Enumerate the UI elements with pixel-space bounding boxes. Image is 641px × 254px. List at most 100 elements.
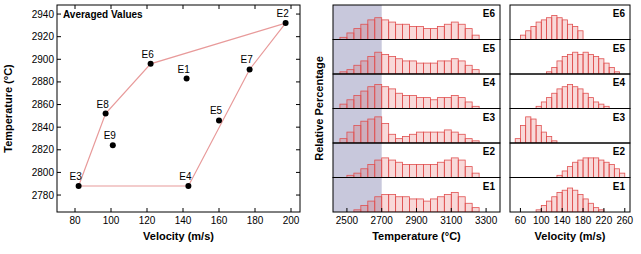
hist-bar [557,61,562,74]
hist-bar [465,167,472,178]
hist-bar [472,173,479,177]
hist-bar [541,132,546,143]
hist-bar [458,134,465,143]
hist-bar [382,54,389,74]
x-tick-label: 120 [139,215,156,226]
hist-bar [368,164,375,177]
hist-bar [573,52,578,74]
x-axis-title: Velocity (m/s) [143,230,214,242]
x-tick [520,208,521,212]
y-tick [296,81,300,82]
bars [547,52,620,74]
hist-bar [375,117,382,143]
histogram-panel: E6E5E4E3E2E125002700290031003300Temperat… [313,5,500,242]
bars [515,117,557,143]
y-tick [296,14,300,15]
hist-bar [403,61,410,74]
y-tick [296,127,300,128]
hist-bar [403,164,410,177]
hist-bar [599,104,604,108]
hist-bar [465,203,472,212]
row-frame [510,40,630,75]
hist-bar [599,160,604,177]
hist-bar [368,57,375,74]
hist-bar [526,117,531,143]
hist-bar [396,59,403,74]
hist-bar [375,160,382,177]
hist-bar [403,197,410,212]
hist-bar [444,195,451,212]
hist-bar [417,26,424,39]
hist-bar [472,208,479,212]
hist-bar [389,22,396,39]
point [216,117,222,123]
hist-bar [593,158,598,178]
hist-bar [552,93,557,108]
x-tick-label: 3100 [440,215,463,226]
hist-bar [437,98,444,109]
hist-bar [396,24,403,39]
hist-bar [444,160,451,177]
hist-bar [361,121,368,143]
hist-bar [410,134,417,143]
bars [536,85,609,109]
point-label: E8 [96,99,109,110]
hist-bar [465,139,472,143]
hist-bar [578,54,583,74]
hist-bar [578,195,583,212]
hist-bar [573,190,578,212]
point [283,20,289,26]
hist-bar [578,31,583,40]
hist-bar [423,63,430,74]
hist-bar [382,123,389,143]
x-tick [147,5,148,9]
hist-bar [354,126,361,143]
point-label: E4 [179,171,192,182]
x-tick-label: 140 [554,215,571,226]
hist-bar [417,132,424,143]
hist-bar [451,158,458,178]
hist-bar [410,95,417,108]
hist-bar [547,136,552,143]
hist-bar [430,29,437,40]
row-label: E2 [483,146,496,157]
y-tick [57,172,61,173]
hist-bar [389,89,396,109]
hist-bar [389,57,396,74]
hist-bar [557,192,562,212]
hist-bar [609,164,614,177]
row-frame [510,178,630,213]
hist-bar [430,100,437,109]
y-axis-title: Temperature (°C) [2,64,14,153]
x-tick [255,5,256,9]
x-tick-label: 80 [69,215,81,226]
hist-bar [423,98,430,109]
x-tick [416,208,417,212]
hist-bar [396,197,403,212]
hist-bar [375,85,382,109]
hist-bar [593,57,598,74]
y-tick [296,149,300,150]
bars [557,158,625,178]
hist-bar [340,139,347,143]
hist-bar [547,201,552,212]
hist-bar [444,98,451,109]
hist-bar [465,29,472,40]
x-tick-label: 180 [575,215,592,226]
point [110,142,116,148]
row-frame [510,143,630,178]
point [148,61,154,67]
y-tick [57,81,61,82]
x-tick-label: 100 [533,215,550,226]
y-axis-title: Relative Percentage [313,56,325,161]
x-tick [624,208,625,212]
hist-bar [430,199,437,212]
hist-bar [444,130,451,143]
x-tick [183,5,184,9]
hist-bar [347,132,354,143]
hist-bar [361,205,368,212]
hist-bar [437,26,444,39]
x-tick [291,5,292,9]
row-frame [510,5,630,40]
x-tick [583,208,584,212]
